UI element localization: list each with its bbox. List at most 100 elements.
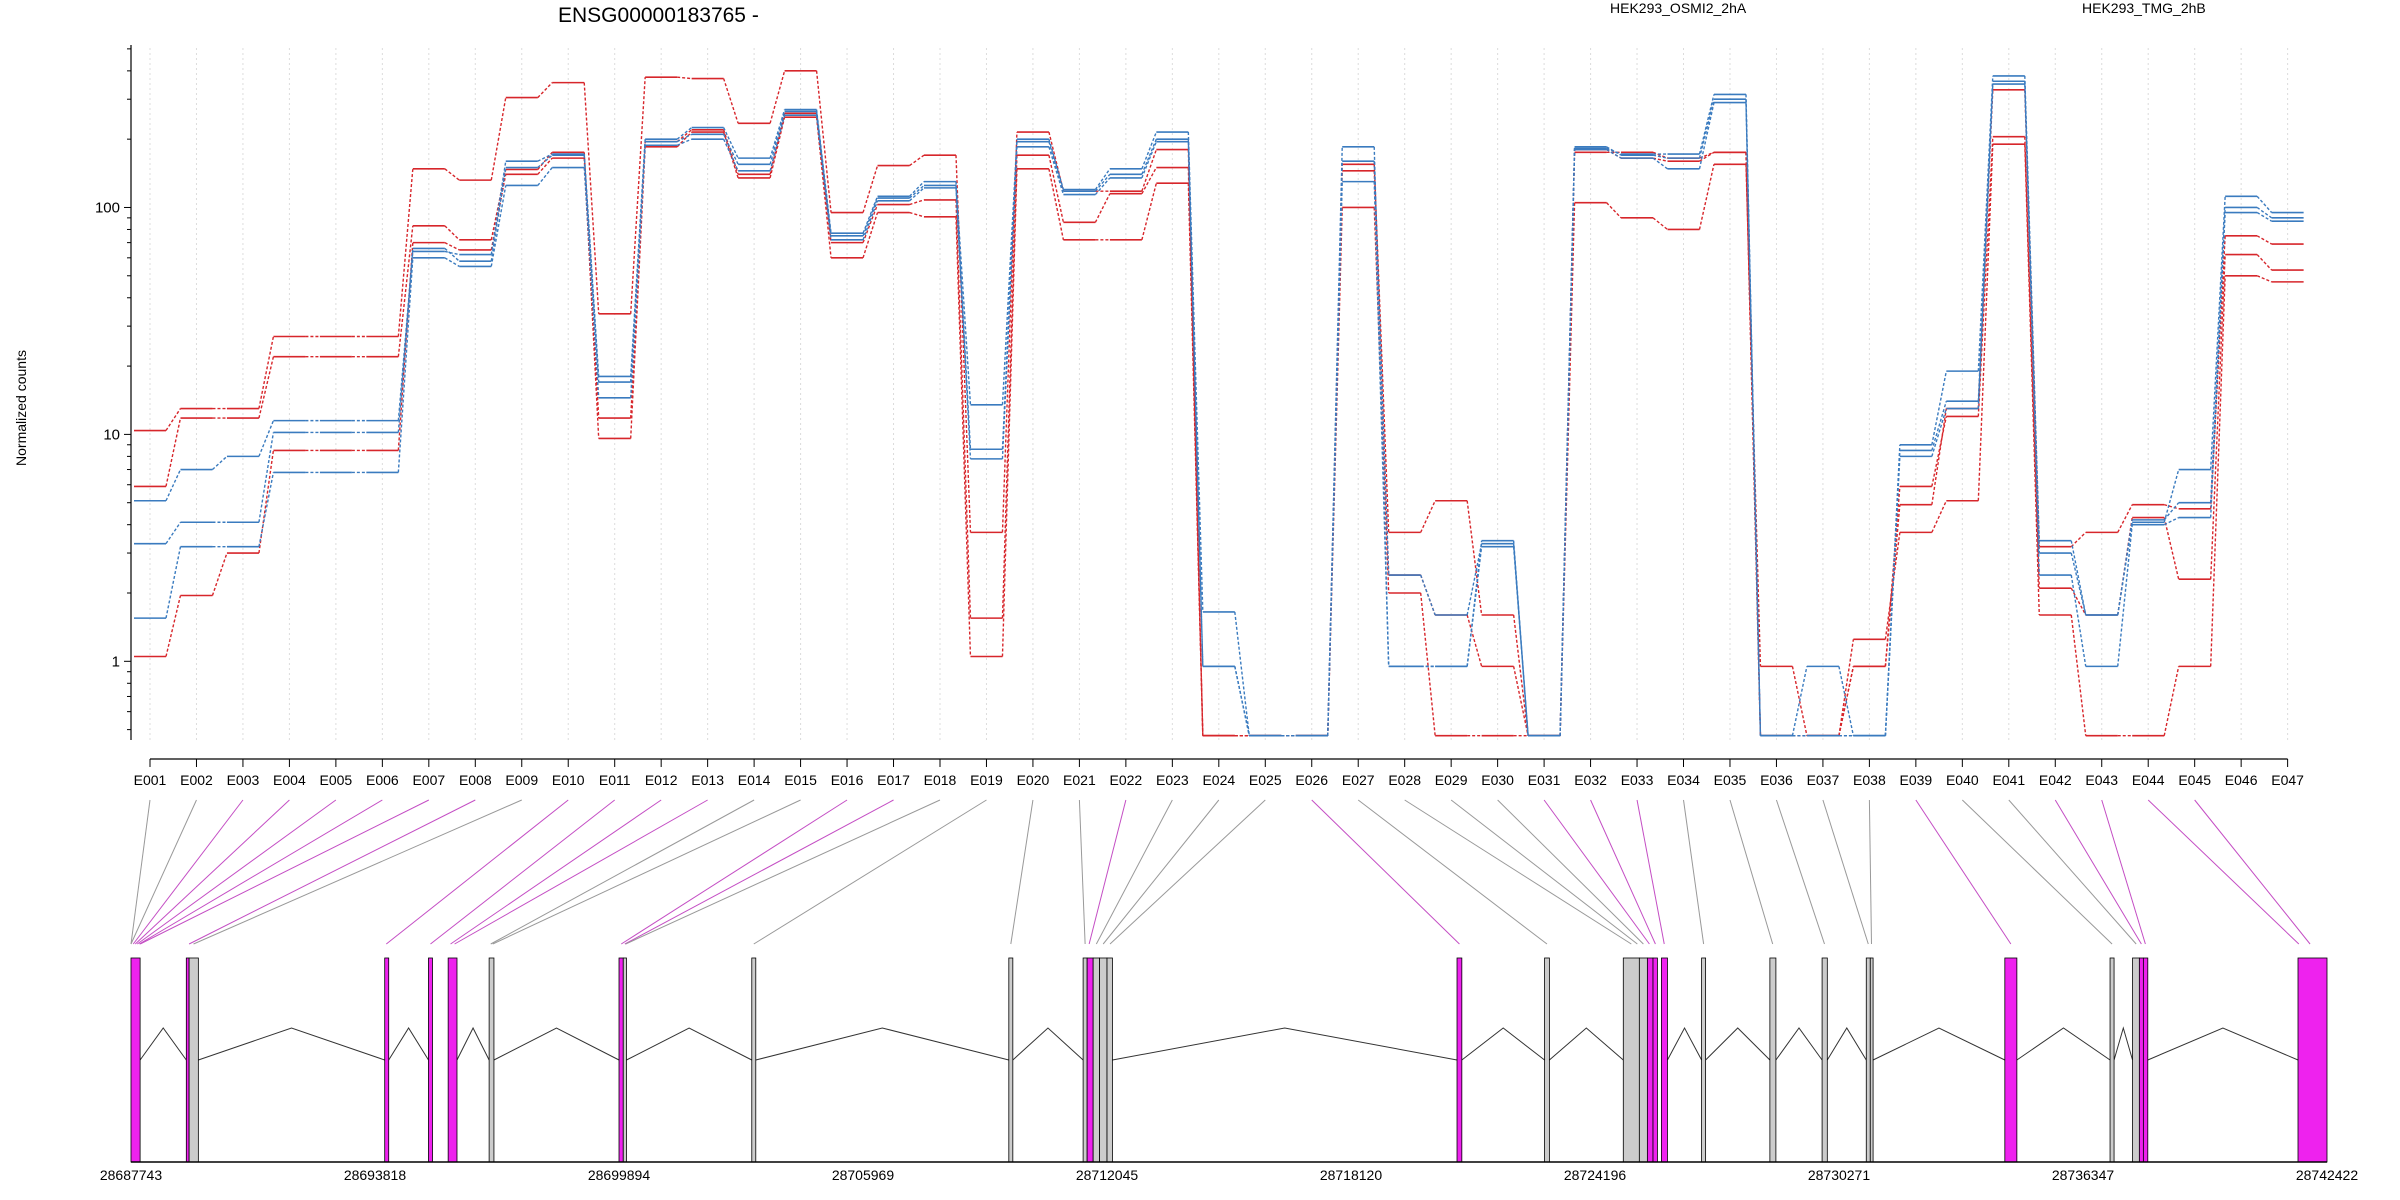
x-tick-label: E018 — [924, 772, 957, 788]
exon — [1661, 957, 1668, 1163]
connector — [2256, 206, 2273, 219]
genomic-tick-label: 28730271 — [1808, 1167, 1871, 1183]
connector — [2117, 519, 2133, 616]
connector — [1931, 408, 1947, 457]
x-tick-label: E032 — [1574, 772, 1607, 788]
x-tick-label: E044 — [2132, 772, 2165, 788]
connector — [211, 455, 228, 471]
connector — [1931, 416, 1948, 487]
connector — [2163, 516, 2179, 526]
connector — [815, 115, 832, 240]
connector — [1606, 147, 1622, 155]
x-tick-label: E033 — [1621, 772, 1654, 788]
genomic-tick-label: 28699894 — [588, 1167, 651, 1183]
bin-link — [2147, 799, 2300, 945]
connector — [676, 127, 693, 140]
bin-link — [2008, 799, 2137, 945]
y-axis-label: Normalized counts — [13, 350, 29, 466]
bin-link — [624, 799, 894, 945]
bin-link — [130, 799, 151, 945]
bin-link — [1357, 799, 1548, 945]
connector — [1094, 173, 1111, 192]
genomic-tick-label: 28736347 — [2052, 1167, 2115, 1183]
connector — [1141, 182, 1158, 241]
connector — [1606, 146, 1622, 156]
connector — [258, 356, 275, 419]
chart-title: ENSG00000183765 - — [558, 4, 759, 27]
connector — [2256, 254, 2273, 271]
connector — [1001, 155, 1018, 619]
connector — [1141, 141, 1157, 179]
exon — [1821, 957, 1828, 1163]
connector — [490, 161, 507, 255]
connector — [1698, 164, 1715, 230]
x-tick-label: E021 — [1063, 772, 1096, 788]
connector — [537, 167, 553, 186]
connector — [1001, 168, 1018, 657]
connector — [1094, 168, 1111, 190]
connector — [1745, 102, 1762, 736]
connector — [2070, 614, 2087, 736]
x-tick-label: E029 — [1435, 772, 1468, 788]
x-tick-label: E028 — [1388, 772, 1421, 788]
connector — [2256, 275, 2272, 283]
connector — [1327, 181, 1343, 736]
x-tick-label: E036 — [1760, 772, 1793, 788]
connector — [862, 200, 879, 241]
connector — [444, 250, 460, 256]
connector — [397, 248, 414, 433]
connector — [1884, 486, 1901, 667]
connector — [862, 196, 879, 234]
x-tick-label: E010 — [552, 772, 585, 788]
x-tick-label: E008 — [459, 772, 492, 788]
x-tick-label: E037 — [1807, 772, 1840, 788]
connector — [2070, 531, 2087, 548]
connector — [1420, 574, 1436, 616]
bin-link — [1102, 799, 1220, 945]
exon — [2004, 957, 2018, 1163]
bin-link — [1543, 799, 1650, 945]
bin-link — [620, 799, 848, 945]
y-tick-label: 10 — [103, 426, 120, 443]
bin-link — [1636, 799, 1665, 945]
connector — [1559, 148, 1576, 736]
connector — [490, 185, 507, 267]
intron — [755, 1027, 1009, 1061]
connector — [1327, 207, 1343, 736]
x-tick-label: E040 — [1946, 772, 1979, 788]
x-tick-label: E001 — [134, 772, 167, 788]
connector — [1977, 83, 1994, 409]
x-tick-label: E031 — [1528, 772, 1561, 788]
connector — [769, 109, 786, 159]
intron — [1549, 1027, 1624, 1061]
bin-link — [1311, 799, 1460, 945]
x-tick-label: E026 — [1295, 772, 1328, 788]
bin-link — [2054, 799, 2142, 945]
bin-link — [492, 799, 801, 945]
bin-link — [188, 799, 476, 945]
connector — [1698, 94, 1715, 155]
connector — [1931, 500, 1947, 533]
connector — [1466, 614, 1483, 667]
connector — [1884, 456, 1901, 736]
connector — [2209, 212, 2226, 518]
connector — [2163, 517, 2180, 580]
connector — [444, 168, 460, 181]
connector — [1512, 546, 1529, 736]
x-tick-label: E004 — [273, 772, 306, 788]
bin-link — [450, 799, 662, 945]
connector — [723, 134, 739, 165]
y-axis: 1 10 100 — [95, 45, 132, 740]
connector — [1094, 177, 1111, 196]
connector — [2209, 254, 2226, 580]
connector — [165, 521, 182, 545]
vertical-grid — [149, 48, 2289, 740]
connector — [1048, 168, 1065, 240]
intron — [388, 1027, 429, 1061]
intron — [1667, 1026, 1703, 1061]
bin-link — [1822, 799, 1869, 945]
connector — [1187, 141, 1204, 667]
connector — [769, 117, 786, 179]
exon — [1652, 957, 1658, 1163]
x-tick-label: E015 — [784, 772, 817, 788]
